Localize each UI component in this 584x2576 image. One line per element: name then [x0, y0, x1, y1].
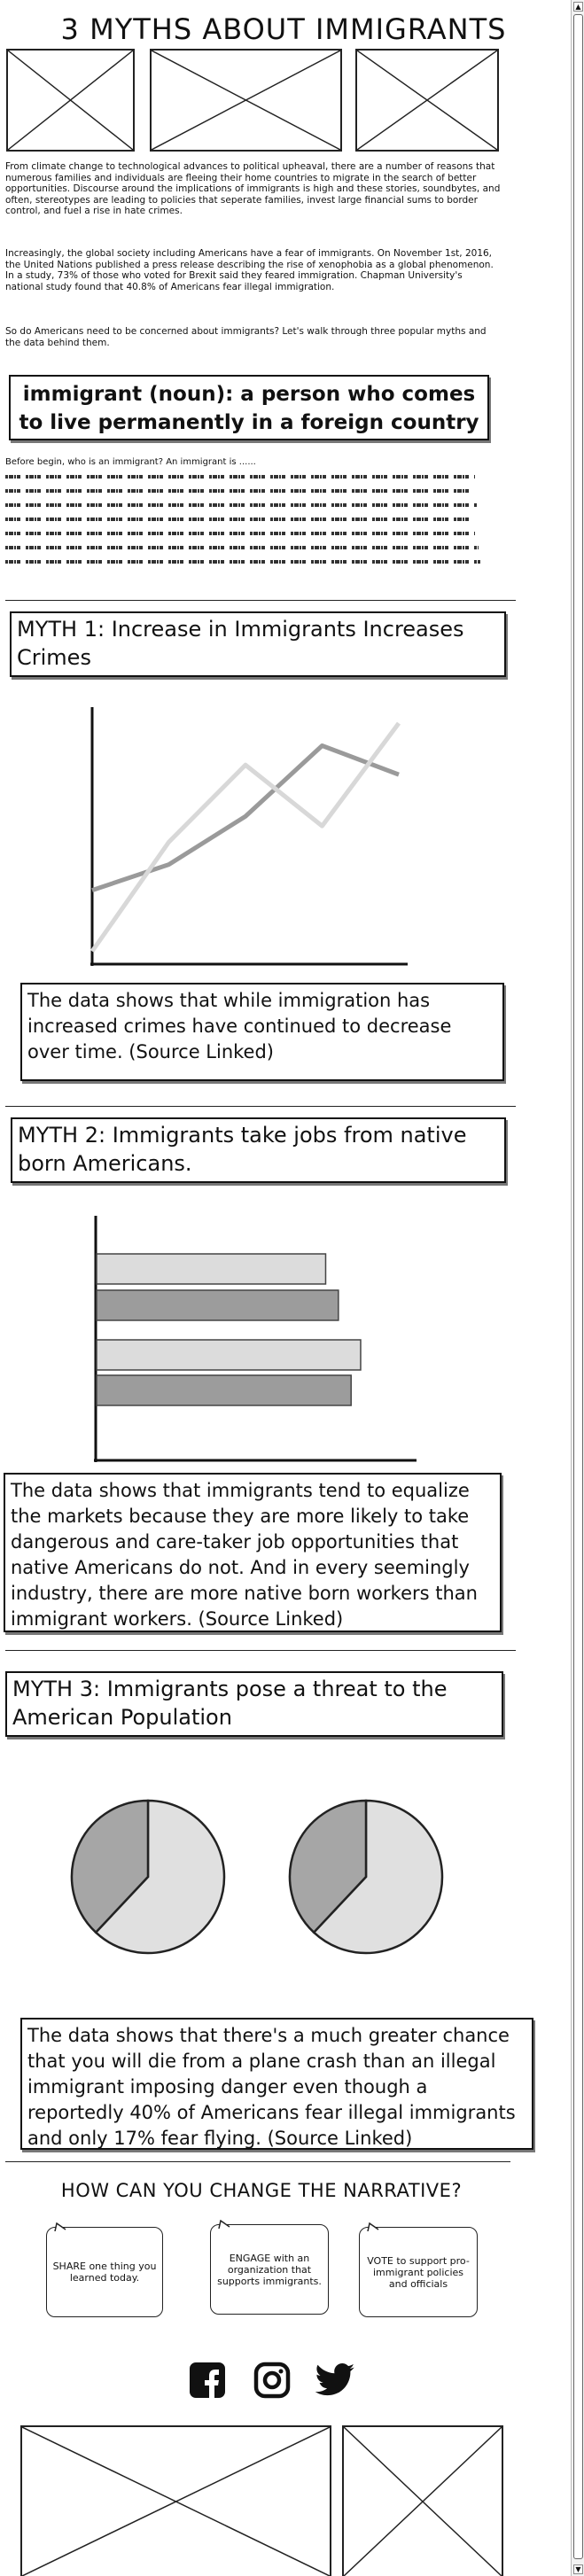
image-placeholder — [6, 49, 135, 152]
pie-slice-1 — [94, 1799, 226, 1955]
page-title: 3 MYTHS ABOUT IMMIGRANTS — [60, 12, 507, 46]
myth2-bar-chart — [94, 1216, 417, 1462]
bubble-tail — [54, 2222, 66, 2231]
bar-3 — [96, 1339, 362, 1371]
myth2-heading-box: MYTH 2: Immigrants take jobs from native… — [11, 1117, 506, 1183]
divider — [5, 600, 516, 601]
divider — [5, 1106, 516, 1107]
bar-4 — [96, 1374, 352, 1406]
share-bubble: SHARE one thing you learned today. — [46, 2227, 163, 2317]
myth1-caption-box: The data shows that while immigration ha… — [20, 983, 504, 1081]
image-placeholder — [150, 49, 342, 152]
scrollbar-thumb[interactable] — [573, 14, 583, 2559]
myth2-caption: The data shows that immigrants tend to e… — [11, 1480, 478, 1630]
engage-bubble: ENGAGE with an organization that support… — [210, 2224, 329, 2315]
placeholder-text-lines — [5, 475, 480, 564]
image-placeholder — [20, 2425, 331, 2576]
myth3-heading-box: MYTH 3: Immigrants pose a threat to the … — [5, 1671, 503, 1737]
divider — [5, 2161, 510, 2162]
myth2-heading: MYTH 2: Immigrants take jobs from native… — [18, 1123, 467, 1176]
bar-2 — [96, 1289, 339, 1321]
bubble-text: SHARE one thing you learned today. — [52, 2261, 157, 2284]
bubble-text: VOTE to support pro-immigrant policies a… — [367, 2254, 470, 2290]
myth1-heading: MYTH 1: Increase in Immigrants Increases… — [17, 617, 464, 670]
pie-slice-2 — [70, 1799, 150, 1934]
twitter-icon[interactable] — [315, 2363, 355, 2397]
bubble-text: ENGAGE with an organization that support… — [217, 2252, 322, 2287]
instagram-icon[interactable] — [253, 2362, 291, 2399]
narrative-heading: HOW CAN YOU CHANGE THE NARRATIVE? — [60, 2180, 463, 2201]
bubble-tail — [367, 2222, 379, 2231]
pie-slice-2 — [288, 1799, 368, 1934]
definition-box: immigrant (noun): a person who comes to … — [9, 375, 489, 440]
myth3-pie-chart-1 — [70, 1799, 226, 1955]
pie-slice-1 — [312, 1799, 444, 1955]
intro-paragraph: Increasingly, the global society includi… — [5, 248, 494, 292]
bar-1 — [96, 1253, 327, 1285]
page: 3 MYTHS ABOUT IMMIGRANTS From climate ch… — [4, 12, 533, 2576]
myth1-line-chart — [90, 707, 408, 966]
image-placeholder — [355, 49, 499, 152]
intro-paragraph: From climate change to technological adv… — [5, 161, 501, 216]
myth1-caption: The data shows that while immigration ha… — [27, 990, 452, 1062]
scroll-up-arrow-icon[interactable]: ▲ — [573, 2, 583, 12]
myth3-heading: MYTH 3: Immigrants pose a threat to the … — [12, 1677, 448, 1730]
vertical-scrollbar[interactable]: ▲ ▼ — [571, 0, 584, 2576]
definition-text: immigrant (noun): a person who comes to … — [19, 383, 479, 434]
series-line-2 — [90, 721, 401, 953]
myth3-caption-box: The data shows that there's a much great… — [20, 2018, 533, 2150]
series-line-1 — [91, 743, 400, 892]
myth3-caption: The data shows that there's a much great… — [27, 2025, 516, 2149]
before-begin-text: Before begin, who is an immigrant? An im… — [5, 457, 256, 467]
scroll-down-arrow-icon[interactable]: ▼ — [573, 2564, 583, 2574]
image-placeholder — [342, 2425, 503, 2576]
myth2-caption-box: The data shows that immigrants tend to e… — [4, 1473, 502, 1632]
myth1-heading-box: MYTH 1: Increase in Immigrants Increases… — [10, 611, 506, 677]
intro-paragraph: So do Americans need to be concerned abo… — [5, 326, 487, 348]
myth3-pie-chart-2 — [288, 1799, 444, 1955]
bubble-tail — [218, 2220, 230, 2229]
facebook-icon[interactable] — [189, 2362, 226, 2399]
divider — [5, 1650, 516, 1651]
vote-bubble: VOTE to support pro-immigrant policies a… — [359, 2227, 478, 2317]
